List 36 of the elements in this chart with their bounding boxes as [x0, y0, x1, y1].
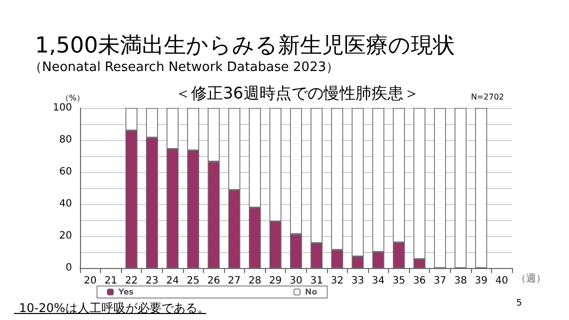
x-tick-label: 20 [84, 276, 97, 286]
x-tick-label: 31 [310, 276, 323, 286]
x-tick-label: 27 [228, 276, 241, 286]
x-tick-label: 26 [207, 276, 220, 286]
y-tick-label: 100 [52, 102, 72, 114]
y-tick-label: 40 [59, 198, 72, 210]
x-tick-label: 28 [248, 276, 262, 286]
y-tick-label: 80 [59, 134, 72, 146]
chart-subtitle: （Neonatal Research Network Database 2023） [29, 60, 340, 75]
x-axis-title: （週） [516, 274, 546, 284]
x-tick-label: 37 [434, 276, 446, 286]
text: ＜修正36週時点での慢性肺疾患＞ [175, 84, 420, 102]
x-tick-label: 35 [392, 276, 406, 286]
x-tick-label: 40 [495, 276, 508, 286]
x-tick-label: 33 [351, 276, 364, 286]
x-tick-label: 29 [269, 276, 282, 286]
y-axis-title: （%） [61, 94, 85, 102]
legend-label: Yes [117, 288, 134, 296]
x-tick-label: 25 [186, 276, 200, 286]
x-tick-label: 21 [104, 276, 118, 286]
x-tick-label: 38 [454, 276, 467, 286]
y-tick-label: 60 [59, 166, 72, 178]
x-tick-label: 24 [166, 276, 179, 286]
y-tick-label: 0 [66, 262, 72, 274]
text: 5 [516, 298, 522, 308]
x-tick-label: 39 [474, 276, 488, 286]
text: N=2702 [470, 92, 504, 102]
x-tick-label: 22 [125, 276, 138, 286]
x-tick-label: 34 [372, 276, 385, 286]
legend-label: No [305, 288, 318, 296]
chart-title: 1,500未満出生からみる新生児医療の現状 [35, 34, 455, 58]
x-tick-label: 30 [290, 276, 302, 286]
x-tick-label: 32 [330, 276, 344, 286]
x-tick-label: 23 [146, 276, 158, 286]
y-tick-label: 20 [59, 230, 72, 242]
x-tick-label: 36 [413, 276, 426, 286]
